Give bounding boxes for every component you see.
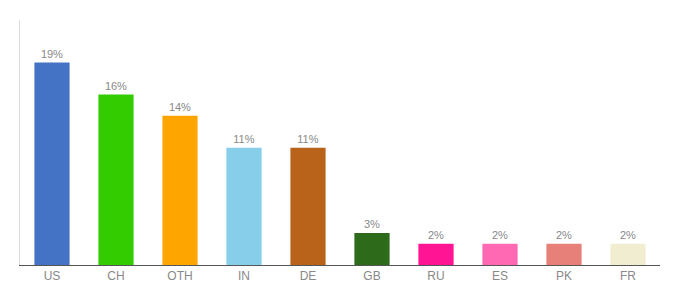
svg-text:CH: CH	[107, 269, 124, 283]
svg-text:PK: PK	[556, 269, 572, 283]
svg-text:3%: 3%	[364, 218, 380, 230]
svg-text:19%: 19%	[41, 48, 63, 60]
svg-text:14%: 14%	[169, 101, 191, 113]
svg-text:US: US	[44, 269, 61, 283]
svg-text:11%: 11%	[297, 133, 318, 145]
svg-text:2%: 2%	[556, 229, 572, 241]
svg-text:2%: 2%	[620, 229, 636, 241]
svg-text:RU: RU	[427, 269, 444, 283]
svg-text:2%: 2%	[428, 229, 444, 241]
svg-text:OTH: OTH	[167, 269, 192, 283]
svg-text:2%: 2%	[492, 229, 508, 241]
svg-text:DE: DE	[300, 269, 317, 283]
svg-text:ES: ES	[492, 269, 508, 283]
svg-text:IN: IN	[238, 269, 250, 283]
svg-text:GB: GB	[363, 269, 380, 283]
svg-text:FR: FR	[620, 269, 636, 283]
svg-text:16%: 16%	[105, 80, 127, 92]
svg-text:11%: 11%	[233, 133, 254, 145]
